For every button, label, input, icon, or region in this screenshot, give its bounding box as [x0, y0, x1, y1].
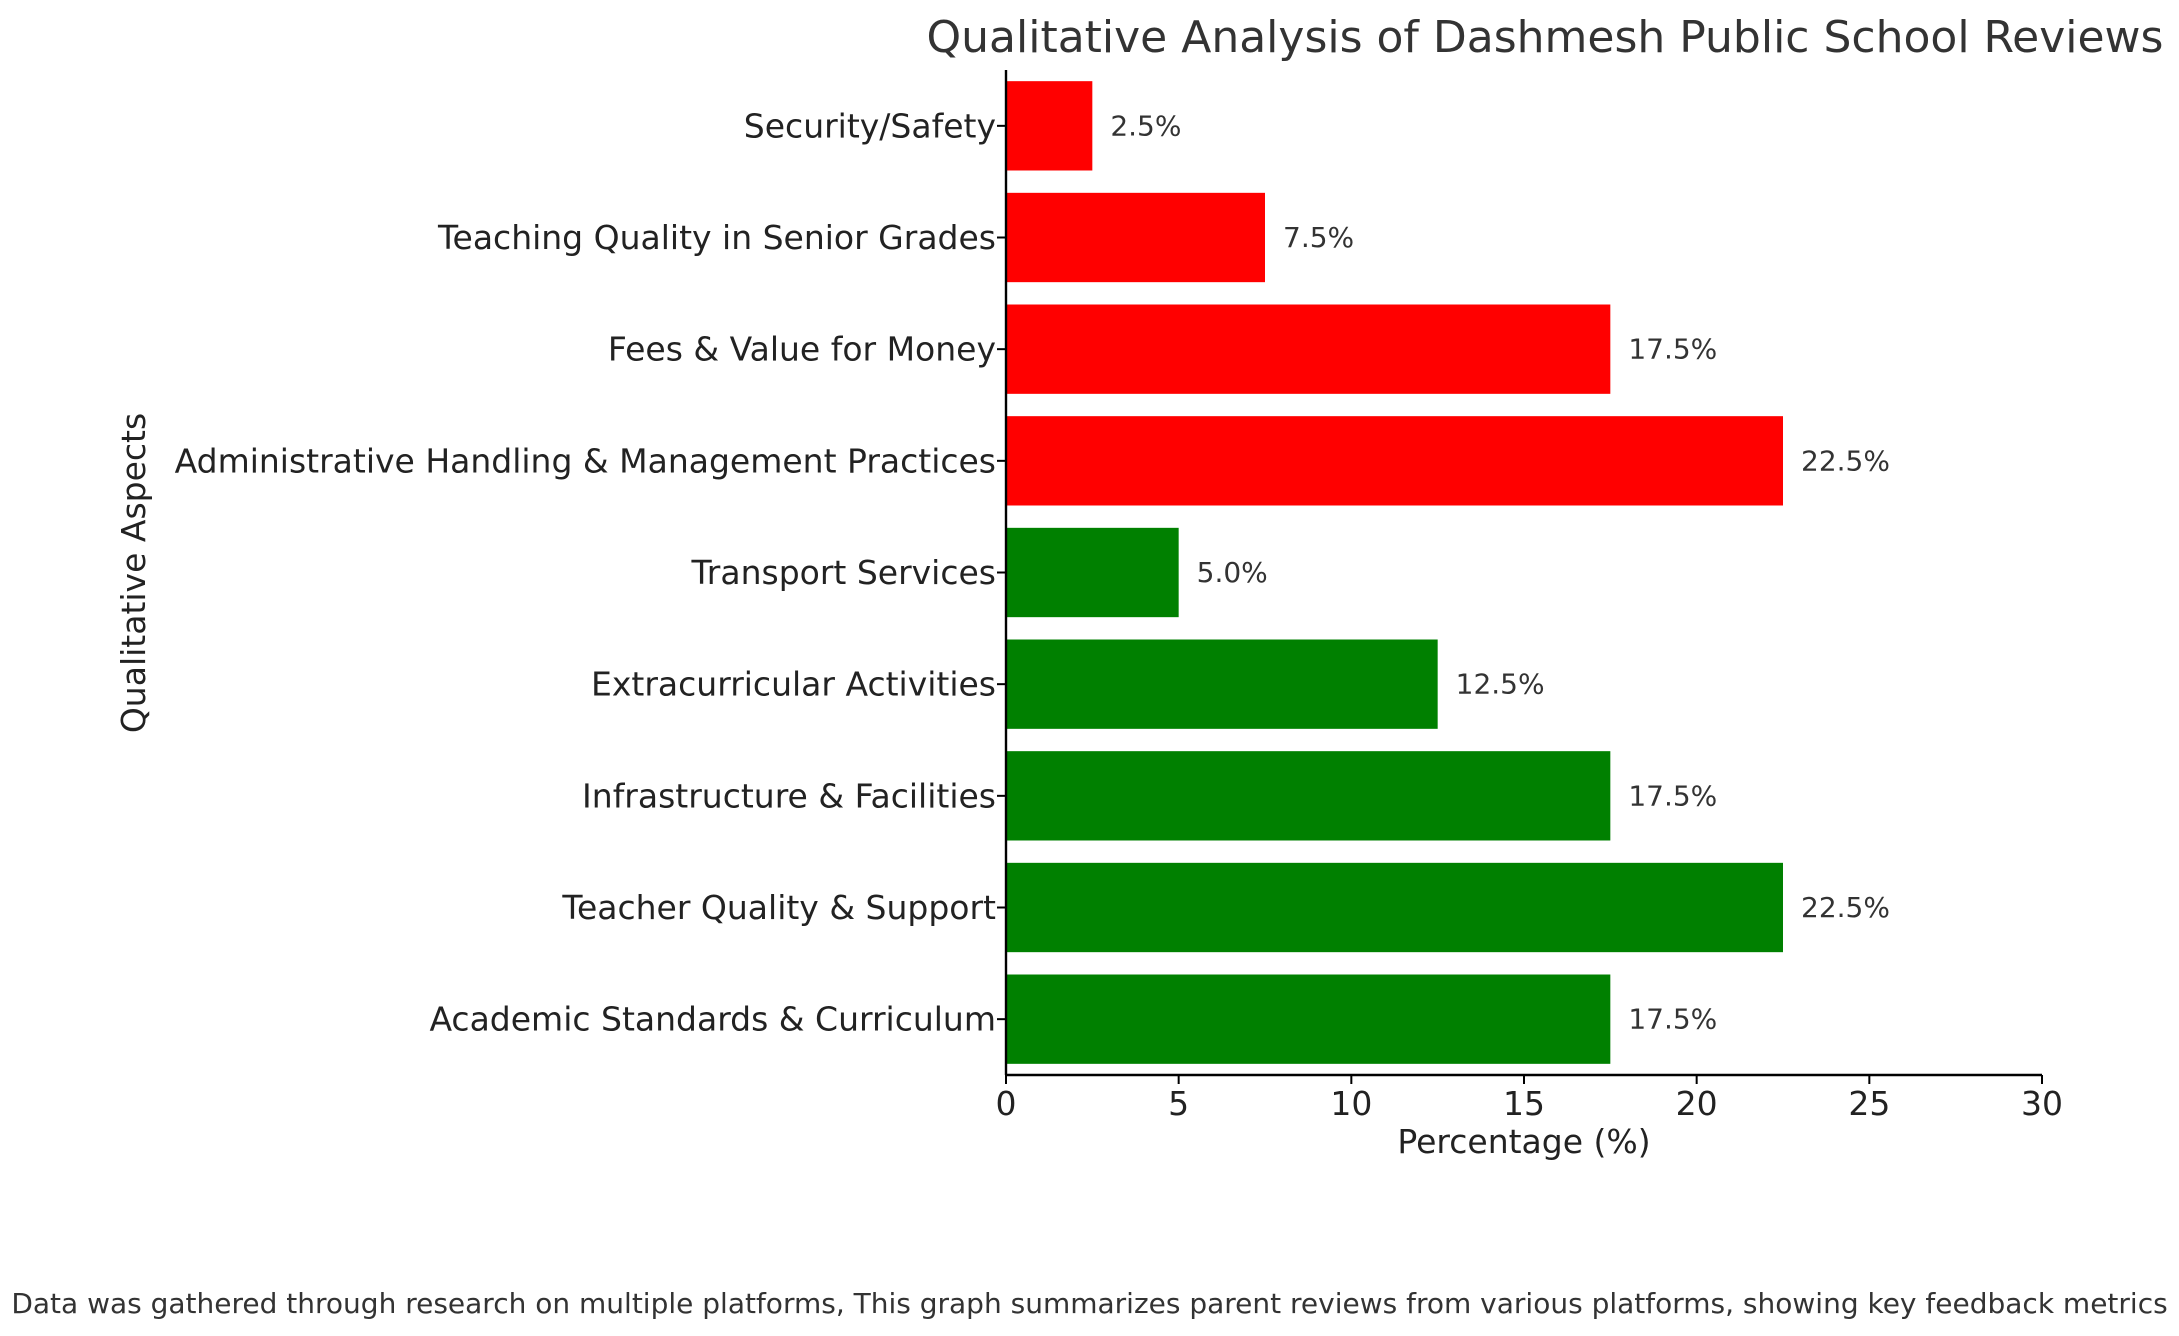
- x-tick-label-10: 10: [1330, 1084, 1372, 1123]
- y-tick-label-teacher-quality-support: Teacher Quality & Support: [561, 888, 996, 927]
- x-tick-label-5: 5: [1168, 1084, 1189, 1123]
- y-tick-label-academic-standards-curriculum: Academic Standards & Curriculum: [429, 1000, 996, 1039]
- data-label-teaching-quality-in-senior-grades: 7.5%: [1283, 221, 1354, 254]
- x-axis-label: Percentage (%): [1397, 1122, 1650, 1161]
- bar-security-safety: [1006, 81, 1093, 171]
- y-tick-label-infrastructure-facilities: Infrastructure & Facilities: [582, 776, 996, 815]
- bar-extracurricular-activities: [1006, 639, 1438, 729]
- bar-teaching-quality-in-senior-grades: [1006, 192, 1265, 283]
- x-tick-label-30: 30: [2021, 1084, 2063, 1123]
- data-label-security-safety: 2.5%: [1110, 109, 1181, 142]
- data-label-administrative-handling-management-practices: 22.5%: [1801, 444, 1890, 477]
- bars-layer: [1006, 81, 1783, 1064]
- x-tick-label-15: 15: [1503, 1084, 1545, 1123]
- bar-teacher-quality-support: [1006, 862, 1783, 953]
- data-label-extracurricular-activities: 12.5%: [1456, 668, 1545, 701]
- data-label-academic-standards-curriculum: 17.5%: [1628, 1003, 1717, 1036]
- bar-administrative-handling-management-practices: [1006, 416, 1783, 506]
- labels-layer: 17.5% Academic Standards & Curriculum 22.5…: [175, 106, 1890, 1038]
- y-tick-label-teaching-quality-in-senior-grades: Teaching Quality in Senior Grades: [437, 218, 996, 257]
- bar-fees-value-for-money: [1006, 304, 1611, 394]
- data-label-transport-services: 5.0%: [1197, 556, 1268, 589]
- data-label-fees-value-for-money: 17.5%: [1628, 333, 1717, 366]
- data-label-infrastructure-facilities: 17.5%: [1628, 779, 1717, 812]
- x-tick-label-25: 25: [1848, 1084, 1890, 1123]
- y-tick-label-transport-services: Transport Services: [691, 553, 997, 592]
- y-tick-label-fees-value-for-money: Fees & Value for Money: [608, 330, 996, 369]
- data-label-teacher-quality-support: 22.5%: [1801, 891, 1890, 924]
- bar-academic-standards-curriculum: [1006, 974, 1611, 1064]
- axes-layer: 0 5 10 15 20 25 30: [996, 70, 2063, 1123]
- chart-title: Qualitative Analysis of Dashmesh Public …: [927, 12, 2164, 63]
- y-tick-label-security-safety: Security/Safety: [744, 106, 996, 145]
- footnote: Data was gathered through research on mu…: [11, 1287, 2168, 1320]
- y-axis-label: Qualitative Aspects: [114, 413, 153, 733]
- x-tick-label-20: 20: [1676, 1084, 1718, 1123]
- bar-infrastructure-facilities: [1006, 751, 1611, 841]
- x-tick-label-0: 0: [996, 1084, 1017, 1123]
- y-tick-label-administrative-handling-management-practices: Administrative Handling & Management Pra…: [175, 441, 996, 480]
- y-tick-label-extracurricular-activities: Extracurricular Activities: [591, 665, 996, 704]
- bar-transport-services: [1006, 527, 1179, 618]
